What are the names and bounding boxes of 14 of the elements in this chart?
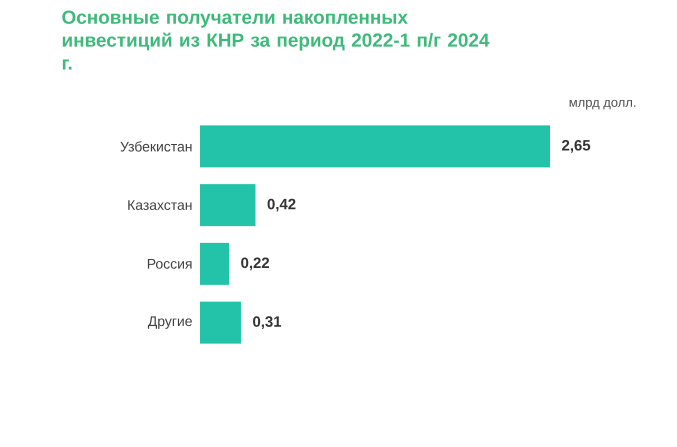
data-label: 0,31	[253, 316, 282, 329]
bar	[200, 302, 241, 344]
bar	[200, 125, 550, 168]
y-tick-label: Другие	[148, 316, 192, 329]
data-label: 0,42	[268, 198, 296, 212]
chart-title: Основные получатели накопленных инвестиций из КНР за период 2022-1 п/г 2024 г.	[62, 10, 490, 70]
data-label: 2,65	[562, 140, 590, 153]
y-tick-label: Казахстан	[128, 200, 192, 210]
data-label: 0,22	[241, 258, 270, 270]
text: млрд долл.	[570, 100, 636, 110]
y-tick-label: Узбекистан	[120, 141, 192, 152]
bar	[200, 184, 256, 226]
bar	[200, 242, 230, 285]
y-tick-label: Россия	[148, 259, 192, 269]
